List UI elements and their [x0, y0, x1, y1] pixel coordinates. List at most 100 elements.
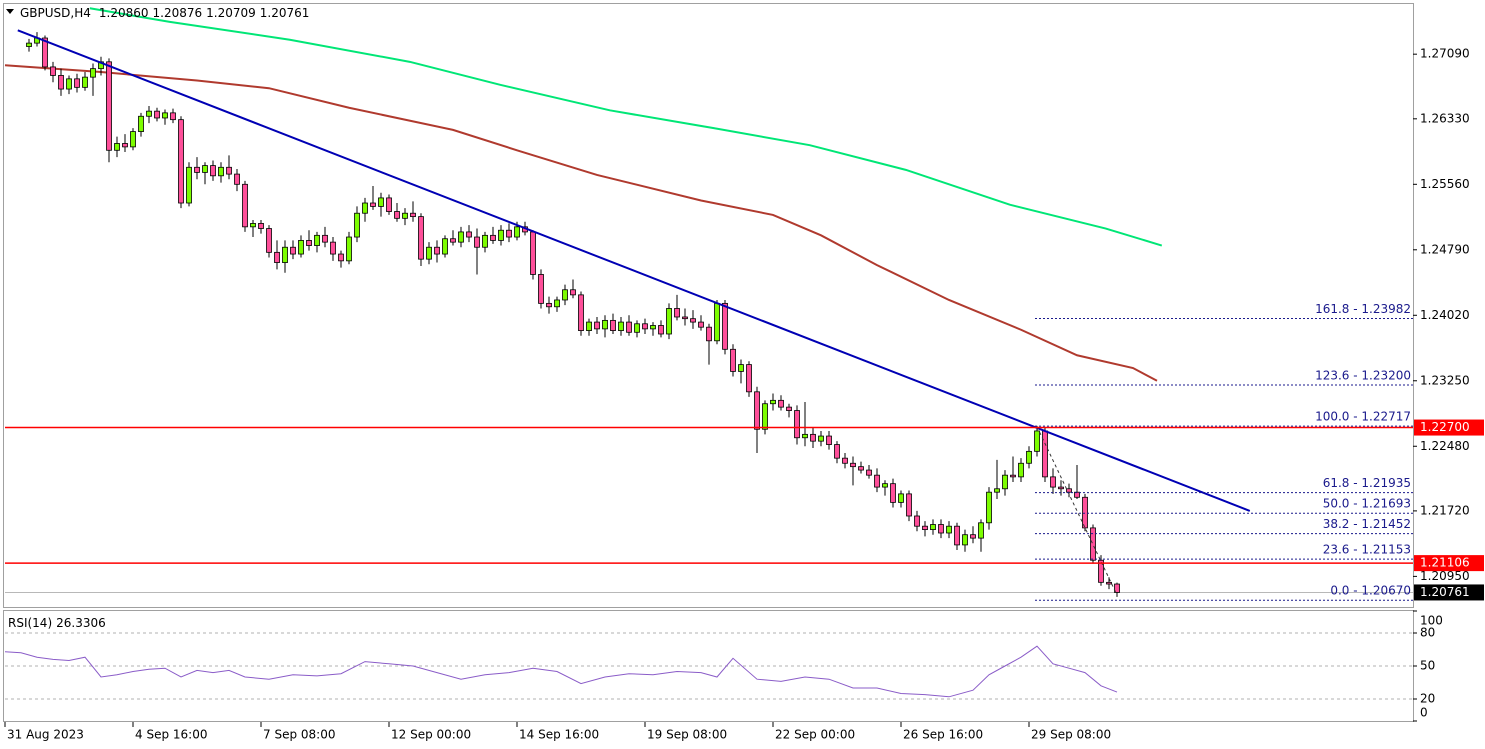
- candle-body: [570, 289, 576, 296]
- candle-body: [1098, 559, 1104, 583]
- fib-label: 50.0 - 1.21693: [1323, 497, 1411, 511]
- rsi-name: RSI(14): [8, 616, 52, 630]
- y-tick-label: 1.27090: [1420, 47, 1470, 61]
- candle-body: [858, 466, 864, 471]
- candle-body: [754, 391, 760, 430]
- symbol: GBPUSD,H4: [20, 6, 91, 20]
- candle-body: [914, 515, 920, 527]
- candle-body: [906, 493, 912, 517]
- candle-body: [706, 326, 712, 342]
- level-price-box: [1414, 419, 1484, 436]
- candle-body: [418, 216, 424, 260]
- candle-body: [114, 143, 120, 151]
- candle-body: [770, 399, 776, 405]
- close: 1.20761: [260, 6, 310, 20]
- candle-body: [946, 525, 952, 534]
- x-tick-label: 7 Sep 08:00: [263, 728, 335, 742]
- trendline: [1036, 426, 1118, 596]
- candle-body: [362, 202, 368, 214]
- rsi-y-tick-label: 0: [1420, 706, 1428, 720]
- candle-body: [690, 318, 696, 323]
- candle-body: [458, 231, 464, 243]
- y-tick-label: 1.23250: [1420, 373, 1470, 387]
- candle-body: [410, 212, 416, 218]
- candle-body: [234, 173, 240, 185]
- candle-body: [130, 131, 136, 148]
- candle-body: [546, 302, 552, 308]
- candle-body: [634, 323, 640, 333]
- candle-body: [786, 406, 792, 411]
- candle-body: [530, 231, 536, 275]
- candle-body: [714, 302, 720, 342]
- candle-body: [658, 325, 664, 335]
- candle-body: [1090, 527, 1096, 561]
- candle-body: [306, 240, 312, 246]
- candle-body: [178, 119, 184, 204]
- rsi-y-tick-label: 100: [1420, 614, 1443, 628]
- candle-body: [170, 112, 176, 121]
- candle-body: [426, 246, 432, 260]
- candle-body: [698, 321, 704, 328]
- candle-body: [402, 212, 408, 219]
- candle-body: [794, 410, 800, 439]
- candle-body: [562, 289, 568, 301]
- candle-body: [186, 166, 192, 204]
- candle-body: [610, 319, 616, 331]
- main-plot: 161.8 - 1.23982 123.6 - 1.23200 100.0 - 1.…: [4, 7, 1413, 601]
- candle-body: [1058, 486, 1064, 490]
- menu-arrow[interactable]: [6, 9, 14, 14]
- fib-label: 123.6 - 1.23200: [1315, 369, 1411, 383]
- candle-body: [986, 491, 992, 524]
- fib-label: 38.2 - 1.21452: [1323, 517, 1411, 531]
- candle-body: [258, 223, 264, 229]
- candle-body: [378, 197, 384, 207]
- candle-body: [82, 76, 88, 88]
- y-tick-label: 1.25560: [1420, 177, 1470, 191]
- candle-body: [898, 493, 904, 503]
- main-panel: [3, 3, 1414, 608]
- rsi-line: [4, 645, 1118, 698]
- candle-body: [202, 165, 208, 173]
- candle-body: [586, 321, 592, 331]
- last-price-box: [1414, 584, 1484, 601]
- candle-body: [962, 534, 968, 546]
- y-tick-label: 1.26330: [1420, 111, 1470, 125]
- rsi-value: 26.3306: [56, 616, 106, 630]
- trendline: [17, 29, 1251, 512]
- candle-body: [74, 78, 80, 88]
- candle-body: [322, 234, 328, 243]
- candle-body: [730, 348, 736, 372]
- candle-body: [290, 246, 296, 255]
- candle-body: [1026, 450, 1032, 464]
- candle-body: [1018, 462, 1024, 478]
- candle-body: [762, 403, 768, 430]
- x-tick-label: 12 Sep 00:00: [391, 728, 471, 742]
- candle-body: [554, 299, 560, 308]
- candle-body: [1082, 496, 1088, 529]
- candle-body: [506, 229, 512, 238]
- candle-body: [242, 183, 248, 228]
- x-tick-label: 19 Sep 08:00: [647, 728, 727, 742]
- candle-body: [90, 68, 96, 78]
- candle-body: [1042, 430, 1048, 478]
- x-tick-label: 14 Sep 16:00: [519, 728, 599, 742]
- y-tick-label: 1.24790: [1420, 242, 1470, 256]
- candle-body: [194, 166, 200, 173]
- x-tick-label: 4 Sep 16:00: [135, 728, 207, 742]
- candle-body: [802, 433, 808, 439]
- candle-body: [826, 435, 832, 445]
- candle-body: [218, 166, 224, 177]
- moving-average: [89, 7, 1163, 247]
- candle-body: [58, 75, 64, 90]
- candle-body: [42, 37, 48, 68]
- x-tick-label: 29 Sep 08:00: [1031, 728, 1111, 742]
- candle-body: [498, 229, 504, 241]
- candle-body: [138, 115, 144, 132]
- candle-body: [474, 236, 480, 248]
- candle-body: [26, 42, 32, 47]
- candle-body: [338, 253, 344, 262]
- candle-body: [482, 234, 488, 248]
- candle-body: [938, 524, 944, 534]
- candle-body: [1010, 474, 1016, 478]
